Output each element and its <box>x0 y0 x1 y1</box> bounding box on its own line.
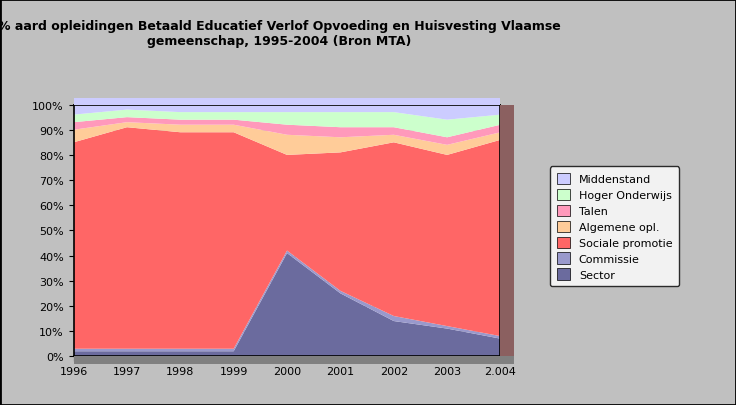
Legend: Middenstand, Hoger Onderwijs, Talen, Algemene opl., Sociale promotie, Commissie,: Middenstand, Hoger Onderwijs, Talen, Alg… <box>550 167 679 287</box>
Text: % aard opleidingen Betaald Educatief Verlof Opvoeding en Huisvesting Vlaamse
gem: % aard opleidingen Betaald Educatief Ver… <box>0 20 561 48</box>
